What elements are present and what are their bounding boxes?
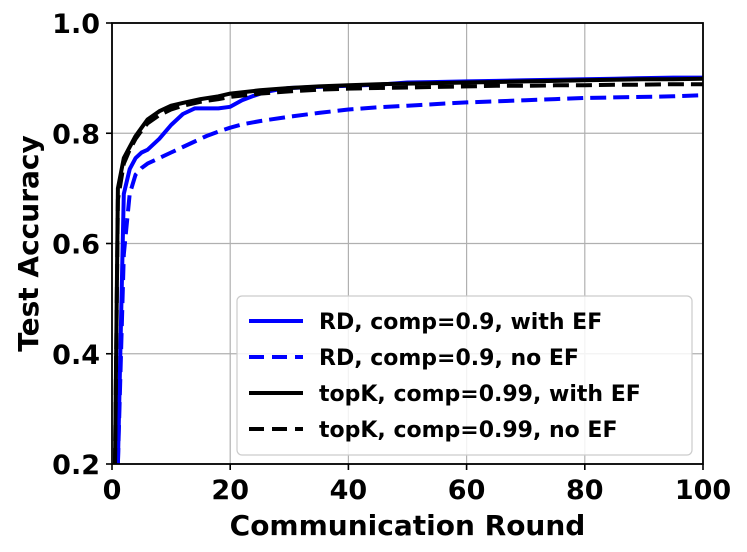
x-tick-label-0: 0 (103, 475, 122, 506)
y-tick-label-1: 0.4 (52, 340, 100, 371)
x-tick-label-3: 60 (448, 475, 486, 506)
y-tick-label-4: 1.0 (52, 9, 100, 40)
legend-label-2: topK, comp=0.99, with EF (319, 382, 641, 407)
series-line-1 (115, 93, 703, 464)
x-tick-label-5: 100 (675, 475, 731, 506)
ticks: 0 20 40 60 80 100 0.2 0.4 0.6 0.8 1.0 (52, 9, 731, 506)
x-tick-label-4: 80 (566, 475, 604, 506)
x-tick-label-2: 40 (330, 475, 368, 506)
x-axis-title: Communication Round (230, 509, 586, 542)
series-line-3 (113, 82, 703, 464)
y-tick-label-2: 0.6 (52, 230, 100, 261)
legend-label-1: RD, comp=0.9, no EF (319, 346, 579, 371)
legend-label-0: RD, comp=0.9, with EF (319, 310, 602, 335)
legend-box (236, 295, 693, 456)
y-tick-label-0: 0.2 (52, 450, 100, 481)
legend: RD, comp=0.9, with EF RD, comp=0.9, no EF… (236, 295, 693, 456)
y-tick-label-3: 0.8 (52, 119, 100, 150)
x-tick-label-1: 20 (211, 475, 249, 506)
y-axis-title: Test Accuracy (12, 135, 45, 352)
legend-label-3: topK, comp=0.99, no EF (319, 418, 618, 443)
series-layer (113, 75, 703, 464)
